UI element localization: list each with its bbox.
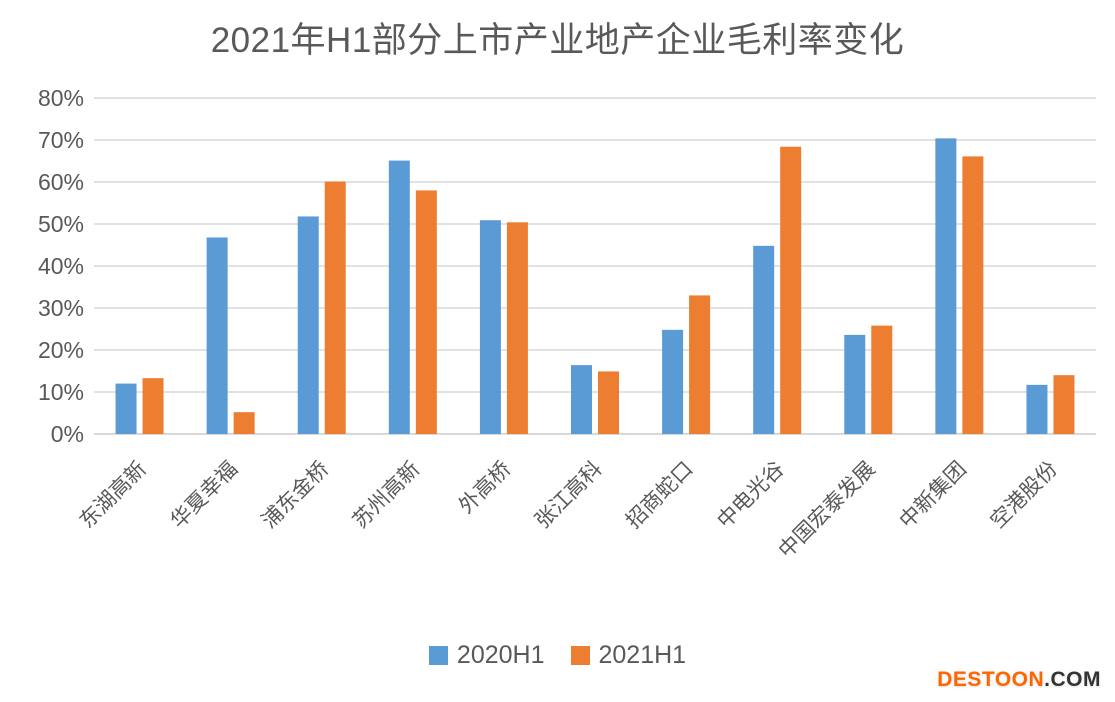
bar-2020H1-东湖高新: [115, 383, 137, 434]
legend-label-2020h1: 2020H1: [456, 641, 545, 669]
bar-2021H1-外高桥: [506, 222, 528, 434]
bar-2021H1-中新集团: [962, 156, 984, 434]
bar-2021H1-招商蛇口: [689, 295, 711, 434]
x-category-label-苏州高新: 苏州高新: [349, 457, 425, 533]
x-category-label-华夏幸福: 华夏幸福: [167, 457, 243, 533]
x-category-label-中新集团: 中新集团: [895, 457, 971, 533]
bar-2020H1-空港股份: [1026, 384, 1048, 434]
legend-swatch-2020h1-icon: [428, 646, 448, 665]
bar-2021H1-浦东金桥: [324, 181, 346, 434]
y-tick-label-80%: 80%: [38, 85, 84, 111]
y-tick-label-0%: 0%: [51, 421, 84, 447]
bar-2021H1-东湖高新: [142, 378, 164, 434]
bar-2020H1-中新集团: [935, 138, 957, 434]
chart-legend: 2020H1 2021H1: [0, 641, 1115, 670]
x-category-label-中电光谷: 中电光谷: [713, 457, 789, 533]
bar-2020H1-张江高科: [571, 365, 592, 434]
legend-item-2020h1: 2020H1: [428, 641, 545, 670]
bar-2020H1-浦东金桥: [297, 216, 319, 434]
bar-chart-canvas: 0% 10% 20% 30% 40% 50% 60% 70% 80% 东湖高新 华夏幸福 浦东金桥 苏州…: [38, 85, 1096, 563]
legend-item-2021h1: 2021H1: [570, 641, 687, 670]
y-tick-label-10%: 10%: [38, 379, 84, 405]
x-category-label-中国宏泰发展: 中国宏泰发展: [774, 457, 879, 562]
y-tick-label-60%: 60%: [38, 169, 84, 195]
x-category-label-浦东金桥: 浦东金桥: [258, 457, 334, 533]
bar-2020H1-外高桥: [479, 220, 501, 434]
y-tick-label-70%: 70%: [38, 127, 84, 153]
bar-2020H1-苏州高新: [388, 160, 410, 434]
legend-label-2021h1: 2021H1: [598, 641, 687, 669]
bar-2021H1-张江高科: [598, 371, 619, 434]
x-category-label-招商蛇口: 招商蛇口: [622, 457, 698, 533]
bar-2020H1-中电光谷: [753, 245, 775, 434]
x-category-label-张江高科: 张江高科: [531, 457, 607, 533]
bar-2020H1-招商蛇口: [662, 329, 684, 434]
bar-2020H1-中国宏泰发展: [844, 334, 866, 434]
x-category-label-东湖高新: 东湖高新: [75, 457, 151, 533]
bar-2020H1-华夏幸福: [206, 237, 228, 434]
x-category-label-空港股份: 空港股份: [986, 457, 1062, 533]
watermark-suffix: .COM: [1044, 668, 1101, 691]
chart-title: 2021年H1部分上市产业地产企业毛利率变化: [210, 21, 905, 60]
bar-2021H1-中电光谷: [780, 146, 802, 434]
x-category-label-外高桥: 外高桥: [455, 457, 516, 518]
watermark-brand: DESTOON: [937, 668, 1045, 691]
bar-2021H1-苏州高新: [415, 190, 437, 434]
legend-swatch-2021h1-icon: [570, 646, 590, 665]
bar-2021H1-中国宏泰发展: [871, 325, 893, 434]
watermark: DESTOON.COM: [937, 668, 1101, 692]
y-tick-label-30%: 30%: [38, 295, 84, 321]
y-tick-label-50%: 50%: [38, 211, 84, 237]
bar-2021H1-华夏幸福: [233, 412, 255, 434]
y-tick-label-20%: 20%: [38, 337, 84, 363]
bar-2021H1-空港股份: [1053, 375, 1075, 434]
y-tick-label-40%: 40%: [38, 253, 84, 279]
